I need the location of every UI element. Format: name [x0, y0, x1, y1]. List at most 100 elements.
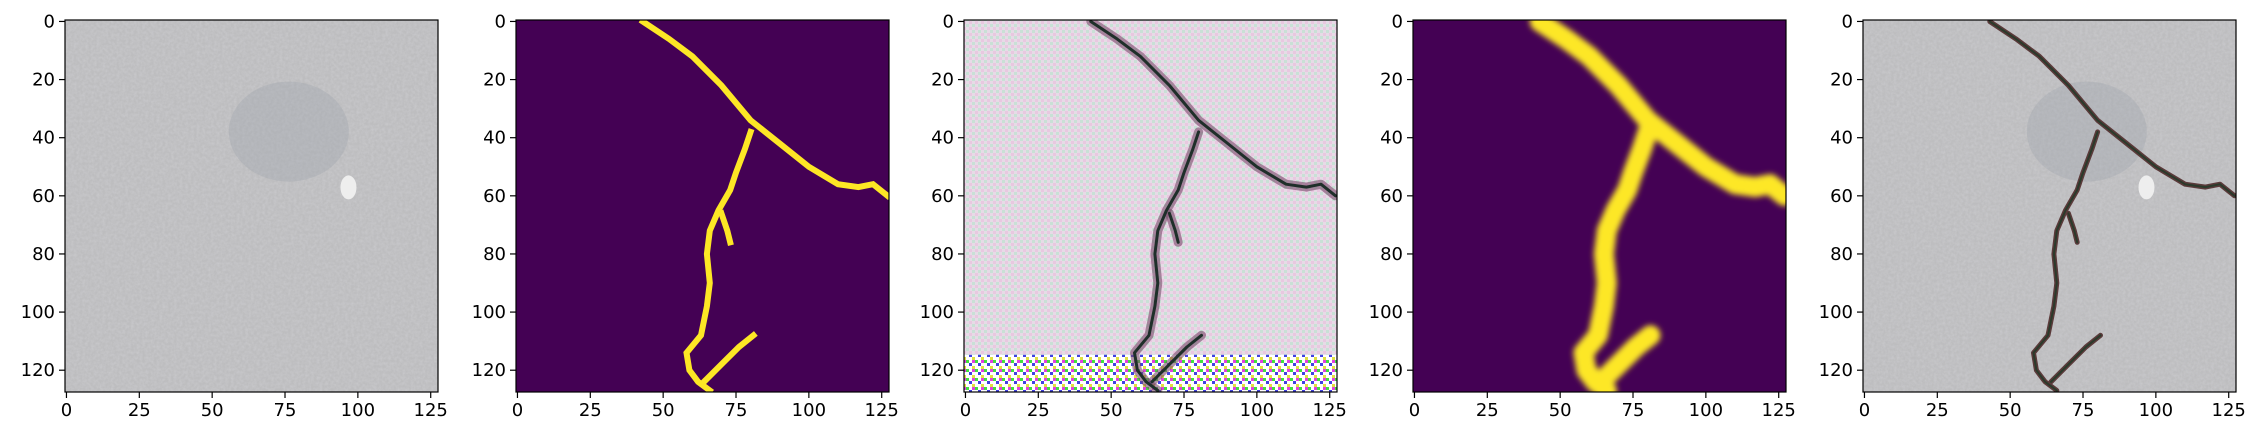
y-tick-label: 80 [1380, 244, 1403, 265]
y-tick-label: 120 [21, 360, 55, 381]
crack [2032, 130, 2099, 392]
prediction [1529, 20, 1786, 392]
crack [1133, 130, 1201, 392]
y-tick-label: 0 [943, 11, 954, 32]
crack [1089, 20, 1337, 198]
x-tick-label: 125 [2212, 400, 2246, 421]
panel: 0 25 50 75 100 125 0 20 40 60 80 100 120 [1819, 11, 2246, 421]
x-tick-label: 50 [1999, 400, 2022, 421]
x-tick-label: 0 [1859, 400, 1870, 421]
pebble [340, 175, 357, 200]
x-tick-label: 100 [1689, 400, 1723, 421]
crack [699, 331, 758, 387]
image [1413, 20, 1786, 392]
y-tick-label: 0 [1392, 11, 1403, 32]
image [516, 20, 889, 392]
crack [683, 128, 755, 392]
x-tick-label: 25 [1476, 400, 1499, 421]
y-tick-label: 60 [1830, 186, 1853, 207]
crack [717, 209, 734, 246]
x-tick-label: 0 [61, 400, 72, 421]
crack [1150, 333, 1203, 384]
axes-frame [1412, 19, 1787, 393]
image [65, 20, 438, 392]
y-tick-label: 80 [931, 244, 954, 265]
axes-frame [963, 19, 1338, 393]
y-tick-label: 60 [483, 186, 506, 207]
spot [2026, 81, 2147, 182]
pebble [2138, 175, 2155, 200]
y-tick-label: 20 [1380, 70, 1403, 91]
y-tick-label: 0 [44, 11, 55, 32]
y-tick-label: 40 [931, 128, 954, 149]
y-tick-label: 100 [21, 302, 55, 323]
crack [1573, 121, 1658, 392]
x-tick-label: 75 [725, 400, 748, 421]
x-tick-label: 75 [2072, 400, 2095, 421]
axes-frame [1862, 19, 2237, 393]
panel: 0 25 50 75 100 125 0 20 40 60 80 100 120 [920, 11, 1347, 421]
crack [1988, 20, 2236, 197]
x-tick-label: 25 [1926, 400, 1949, 421]
y-tick-label: 20 [32, 70, 55, 91]
y-tick-label: 60 [931, 186, 954, 207]
x-tick-label: 25 [128, 400, 151, 421]
y-tick-label: 20 [483, 70, 506, 91]
spot [228, 81, 349, 182]
x-tick-label: 100 [341, 400, 375, 421]
x-tick-label: 125 [414, 400, 448, 421]
panel: 0 25 50 75 100 125 0 20 40 60 80 100 120 [21, 11, 448, 421]
panel: 0 25 50 75 100 125 0 20 40 60 80 100 120 [1369, 11, 1796, 421]
crack [2050, 334, 2102, 383]
crack [1167, 211, 1180, 244]
crack [1591, 325, 1661, 392]
texture [65, 20, 438, 392]
y-tick-label: 60 [1380, 186, 1403, 207]
y-tick-label: 120 [1369, 360, 1403, 381]
image [964, 20, 1337, 392]
x-tick-label: 25 [579, 400, 602, 421]
y-tick-label: 80 [32, 244, 55, 265]
x-tick-label: 0 [960, 400, 971, 421]
y-tick-label: 100 [1819, 302, 1853, 323]
axes-frame [64, 19, 439, 393]
panel: 0 25 50 75 100 125 0 20 40 60 80 100 120 [472, 11, 899, 421]
crack [1529, 20, 1786, 206]
y-tick-label: 0 [495, 11, 506, 32]
y-tick-label: 120 [472, 360, 506, 381]
crack [638, 20, 889, 201]
y-tick-label: 120 [1819, 360, 1853, 381]
y-tick-label: 100 [920, 302, 954, 323]
x-tick-label: 75 [274, 400, 297, 421]
x-tick-label: 50 [201, 400, 224, 421]
image [1863, 20, 2236, 392]
x-tick-label: 125 [865, 400, 899, 421]
y-tick-label: 80 [483, 244, 506, 265]
y-tick-label: 100 [1369, 302, 1403, 323]
x-tick-label: 125 [1313, 400, 1347, 421]
axes-frame [515, 19, 890, 393]
x-tick-label: 50 [1100, 400, 1123, 421]
x-tick-label: 75 [1622, 400, 1645, 421]
x-tick-label: 50 [652, 400, 675, 421]
y-tick-label: 20 [931, 70, 954, 91]
x-tick-label: 50 [1549, 400, 1572, 421]
x-tick-label: 100 [2139, 400, 2173, 421]
y-tick-label: 40 [1830, 128, 1853, 149]
y-tick-label: 20 [1830, 70, 1853, 91]
y-tick-label: 0 [1842, 11, 1853, 32]
y-tick-label: 40 [483, 128, 506, 149]
crack [2067, 212, 2079, 244]
x-tick-label: 100 [1240, 400, 1274, 421]
y-tick-label: 40 [1380, 128, 1403, 149]
x-tick-label: 75 [1173, 400, 1196, 421]
y-tick-label: 120 [920, 360, 954, 381]
y-tick-label: 40 [32, 128, 55, 149]
x-tick-label: 100 [792, 400, 826, 421]
x-tick-label: 25 [1027, 400, 1050, 421]
x-tick-label: 125 [1762, 400, 1796, 421]
y-tick-label: 60 [32, 186, 55, 207]
y-tick-label: 80 [1830, 244, 1853, 265]
y-tick-label: 100 [472, 302, 506, 323]
